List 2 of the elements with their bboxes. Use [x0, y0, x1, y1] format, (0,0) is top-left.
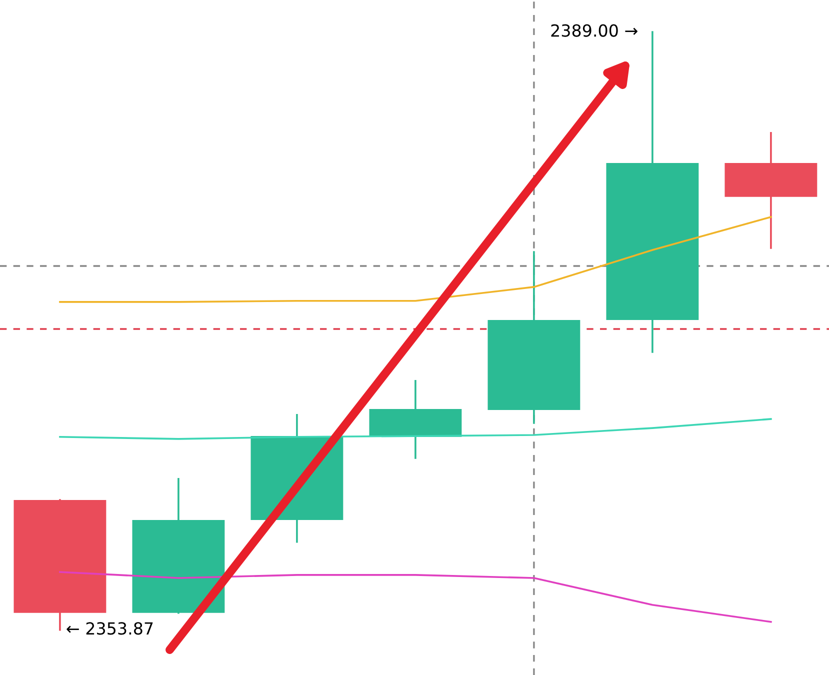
annotation: 2389.00 → [551, 24, 638, 37]
annotation: ← 2353.87 [66, 622, 153, 635]
